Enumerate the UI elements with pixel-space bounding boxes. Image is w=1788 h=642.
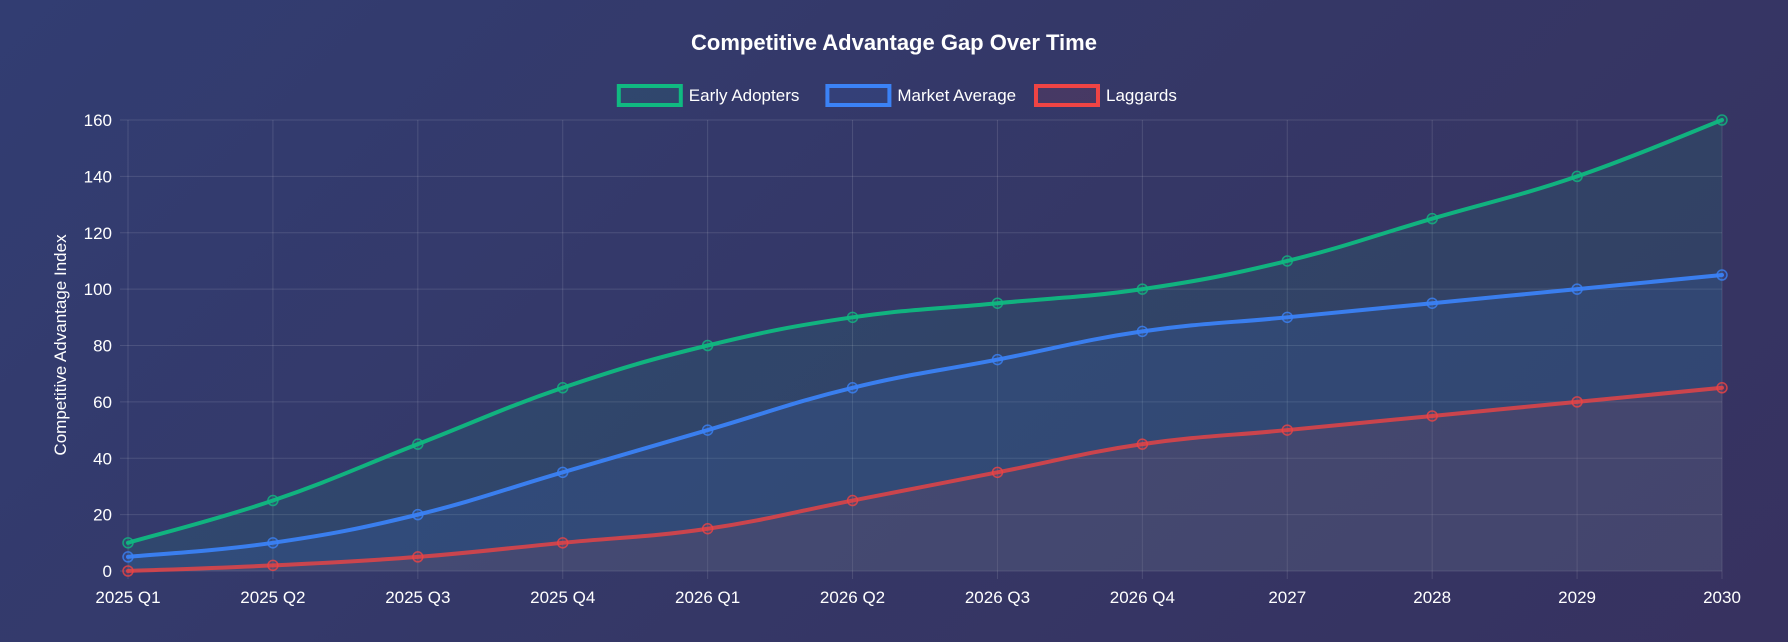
data-point[interactable]	[122, 551, 134, 563]
data-point[interactable]	[412, 508, 424, 521]
data-point[interactable]	[1281, 424, 1294, 436]
x-tick-label: 2026 Q1	[675, 588, 740, 607]
data-point[interactable]	[556, 466, 569, 479]
y-axis-title: Competitive Advantage Index	[51, 234, 70, 456]
data-point[interactable]	[701, 522, 714, 535]
x-axis-ticks: 2025 Q1 2025 Q2 2025 Q3 2025 Q4 2026 Q1 2026 …	[95, 588, 1741, 607]
data-point[interactable]	[991, 466, 1004, 479]
data-point[interactable]	[412, 551, 424, 563]
legend-swatch	[1034, 84, 1100, 107]
data-point[interactable]	[1136, 325, 1149, 338]
x-tick-label: 2025 Q1	[95, 588, 160, 607]
data-point[interactable]	[122, 537, 134, 549]
data-point[interactable]	[701, 339, 714, 352]
data-point[interactable]	[846, 494, 859, 507]
legend-label: Laggards	[1106, 86, 1177, 105]
y-tick-label: 160	[84, 111, 112, 130]
series-lines	[126, 118, 1724, 573]
legend-swatch	[825, 84, 892, 107]
data-point[interactable]	[122, 565, 134, 577]
series-areas	[128, 120, 1722, 571]
data-point[interactable]	[267, 494, 279, 507]
data-point[interactable]	[846, 382, 859, 394]
series-area-early-adopters	[128, 120, 1722, 571]
x-tick-label: 2027	[1268, 588, 1306, 607]
y-tick-label: 60	[93, 393, 112, 412]
data-point[interactable]	[556, 537, 569, 549]
y-axis-ticks: 0 20 40 60 80 100 120 140 160	[84, 111, 112, 581]
series-area-market-average	[128, 275, 1722, 571]
x-tick-label: 2030	[1703, 588, 1741, 607]
legend-item-market-average[interactable]: Market Average	[825, 84, 1016, 107]
x-tick-label: 2026 Q3	[965, 588, 1030, 607]
y-tick-label: 40	[93, 449, 112, 468]
data-point[interactable]	[991, 297, 1004, 309]
data-point[interactable]	[1426, 410, 1438, 422]
data-point[interactable]	[412, 438, 424, 450]
legend-item-laggards[interactable]: Laggards	[1034, 84, 1177, 107]
data-point[interactable]	[267, 559, 279, 572]
data-point[interactable]	[701, 424, 714, 436]
data-point[interactable]	[1281, 255, 1294, 267]
series-line-laggards	[126, 385, 1724, 573]
x-tick-label: 2025 Q4	[530, 588, 595, 607]
x-tick-label: 2026 Q2	[820, 588, 885, 607]
data-point[interactable]	[1426, 297, 1438, 309]
grid	[120, 119, 1723, 579]
y-tick-label: 20	[93, 506, 112, 525]
chart-title: Competitive Advantage Gap Over Time	[691, 30, 1097, 55]
series-area-laggards	[128, 387, 1722, 571]
data-point[interactable]	[1136, 438, 1149, 450]
series-points	[122, 114, 1728, 577]
y-tick-label: 120	[84, 224, 112, 243]
data-point[interactable]	[1571, 170, 1583, 183]
x-tick-label: 2026 Q4	[1110, 588, 1175, 607]
legend-label: Market Average	[897, 86, 1016, 105]
data-point[interactable]	[1716, 269, 1728, 281]
data-point[interactable]	[1426, 212, 1438, 225]
data-point[interactable]	[556, 382, 569, 394]
y-tick-label: 100	[84, 280, 112, 299]
data-point[interactable]	[1716, 382, 1728, 394]
data-point[interactable]	[1571, 396, 1583, 408]
legend-swatch	[616, 84, 683, 107]
data-point[interactable]	[1716, 114, 1728, 126]
x-tick-label: 2029	[1558, 588, 1596, 607]
data-point[interactable]	[1571, 283, 1583, 295]
y-tick-label: 140	[84, 167, 112, 186]
data-point[interactable]	[1281, 311, 1294, 324]
y-tick-label: 80	[93, 337, 112, 356]
data-point[interactable]	[267, 537, 279, 549]
data-point[interactable]	[846, 311, 859, 324]
data-point[interactable]	[991, 353, 1004, 366]
legend-label: Early Adopters	[689, 86, 800, 105]
legend-item-early-adopters[interactable]: Early Adopters	[616, 84, 800, 107]
x-tick-label: 2025 Q2	[240, 588, 305, 607]
data-point[interactable]	[1136, 283, 1149, 295]
series-line-early-adopters	[126, 118, 1724, 545]
y-tick-label: 0	[103, 562, 112, 581]
series-line-market-average	[126, 273, 1724, 559]
x-tick-label: 2025 Q3	[385, 588, 450, 607]
x-tick-label: 2028	[1413, 588, 1451, 607]
legend: Early Adopters Market Average Laggards	[616, 84, 1177, 107]
